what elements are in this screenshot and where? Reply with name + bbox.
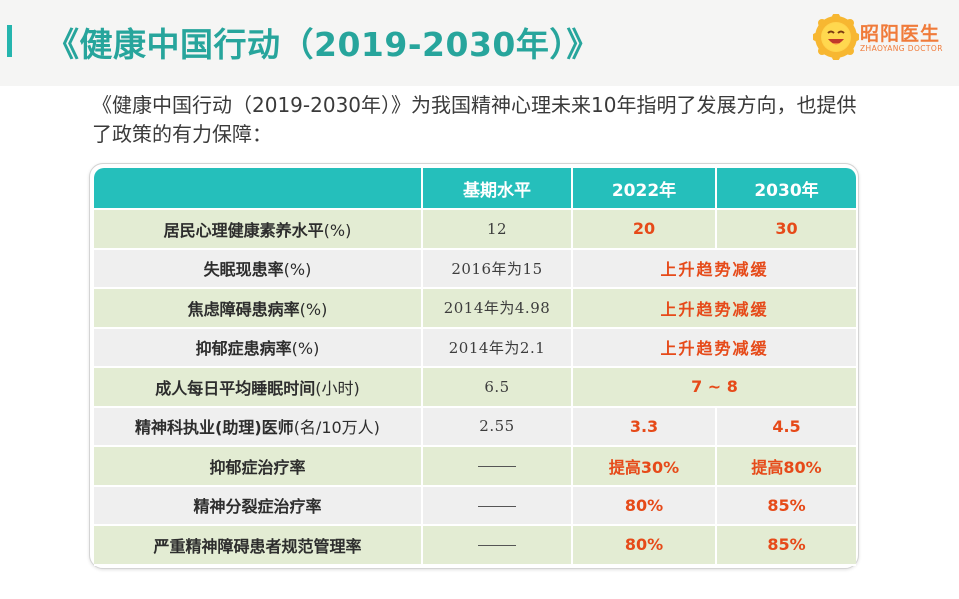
base-level-cell: 12 <box>422 209 573 250</box>
target-merged-cell: 上升趋势减缓 <box>572 327 856 368</box>
target-merged-cell: 上升趋势减缓 <box>572 288 856 329</box>
header-band <box>0 0 959 86</box>
indicator-label: 抑郁症治疗率 <box>209 457 306 477</box>
indicator-label: 成人每日平均睡眠时间 <box>155 378 316 398</box>
indicator-cell: 成人每日平均睡眠时间(小时) <box>94 367 423 408</box>
indicator-label: 焦虑障碍患病率 <box>187 299 300 319</box>
header-indicator <box>94 168 423 210</box>
base-level-cell <box>422 525 573 566</box>
table-row: 精神分裂症治疗率 80% 85% <box>94 485 856 526</box>
table-row: 成人每日平均睡眠时间(小时) 6.5 7 ~ 8 <box>94 367 856 408</box>
indicator-label: 严重精神障碍患者规范管理率 <box>153 536 362 556</box>
indicator-cell: 焦虑障碍患病率(%) <box>94 288 423 329</box>
indicator-table: 基期水平 2022年 2030年 居民心理健康素养水平(%) 12 20 30 失眠现患… <box>94 168 856 566</box>
indicator-label: 失眠现患率 <box>203 260 284 280</box>
target-merged-cell: 7 ~ 8 <box>572 367 856 408</box>
base-level-cell: 2014年为4.98 <box>422 288 573 329</box>
indicator-label: 抑郁症患病率 <box>195 339 292 359</box>
intro-paragraph: 《健康中国行动（2019-2030年）》为我国精神心理未来10年指明了发展方向，… <box>92 93 857 146</box>
target-2022-cell: 80% <box>572 485 717 526</box>
base-level-dash <box>478 505 516 507</box>
indicator-cell: 抑郁症治疗率 <box>94 446 423 487</box>
table-row: 焦虑障碍患病率(%) 2014年为4.98 上升趋势减缓 <box>94 288 856 329</box>
indicator-cell: 精神科执业(助理)医师(名/10万人) <box>94 406 423 447</box>
target-2022-cell: 20 <box>572 209 717 250</box>
target-2030-cell: 30 <box>716 209 856 250</box>
indicator-cell: 严重精神障碍患者规范管理率 <box>94 525 423 566</box>
table-row: 居民心理健康素养水平(%) 12 20 30 <box>94 209 856 250</box>
base-level-cell <box>422 446 573 487</box>
indicator-cell: 精神分裂症治疗率 <box>94 485 423 526</box>
target-2030-cell: 85% <box>716 525 856 566</box>
logo-english-name: ZHAOYANG DOCTOR <box>860 44 943 53</box>
target-2022-cell: 3.3 <box>572 406 717 447</box>
logo: 昭阳医生 ZHAOYANG DOCTOR <box>813 14 943 62</box>
table-header-row: 基期水平 2022年 2030年 <box>94 168 856 210</box>
indicator-unit: (%) <box>283 260 312 280</box>
base-level-cell: 2016年为15 <box>422 248 573 289</box>
indicator-label: 居民心理健康素养水平 <box>163 220 324 240</box>
target-merged-cell: 上升趋势减缓 <box>572 248 856 289</box>
sun-face-logo-icon <box>813 14 859 60</box>
indicator-unit: (小时) <box>315 378 360 398</box>
indicator-unit: (%) <box>323 220 352 240</box>
base-level-cell <box>422 485 573 526</box>
indicator-table-card: 基期水平 2022年 2030年 居民心理健康素养水平(%) 12 20 30 失眠现患… <box>89 163 859 569</box>
header-2030: 2030年 <box>716 168 856 210</box>
base-level-dash <box>478 545 516 547</box>
indicator-unit: (%) <box>299 299 328 319</box>
table-row: 抑郁症治疗率 提高30% 提高80% <box>94 446 856 487</box>
target-2022-cell: 80% <box>572 525 717 566</box>
indicator-label: 精神分裂症治疗率 <box>193 497 322 517</box>
header-2022: 2022年 <box>572 168 717 210</box>
indicator-label: 精神科执业(助理)医师 <box>135 418 294 438</box>
base-level-cell: 2.55 <box>422 406 573 447</box>
base-level-cell: 6.5 <box>422 367 573 408</box>
target-2022-cell: 提高30% <box>572 446 717 487</box>
indicator-unit: (名/10万人) <box>293 418 380 438</box>
table-row: 严重精神障碍患者规范管理率 80% 85% <box>94 525 856 566</box>
indicator-unit: (%) <box>291 339 320 359</box>
logo-name: 昭阳医生 <box>860 23 941 45</box>
base-level-cell: 2014年为2.1 <box>422 327 573 368</box>
indicator-cell: 抑郁症患病率(%) <box>94 327 423 368</box>
target-2030-cell: 提高80% <box>716 446 856 487</box>
indicator-cell: 居民心理健康素养水平(%) <box>94 209 423 250</box>
table-row: 抑郁症患病率(%) 2014年为2.1 上升趋势减缓 <box>94 327 856 368</box>
base-level-dash <box>478 466 516 468</box>
indicator-cell: 失眠现患率(%) <box>94 248 423 289</box>
target-2030-cell: 85% <box>716 485 856 526</box>
table-row: 失眠现患率(%) 2016年为15 上升趋势减缓 <box>94 248 856 289</box>
title-accent-bar <box>7 25 12 57</box>
table-body: 居民心理健康素养水平(%) 12 20 30 失眠现患率(%) 2016年为15 上升趋势减… <box>94 209 856 566</box>
header-base-level: 基期水平 <box>422 168 573 210</box>
page-title: 《健康中国行动（2019-2030年）》 <box>46 25 600 64</box>
table-row: 精神科执业(助理)医师(名/10万人) 2.55 3.3 4.5 <box>94 406 856 447</box>
target-2030-cell: 4.5 <box>716 406 856 447</box>
